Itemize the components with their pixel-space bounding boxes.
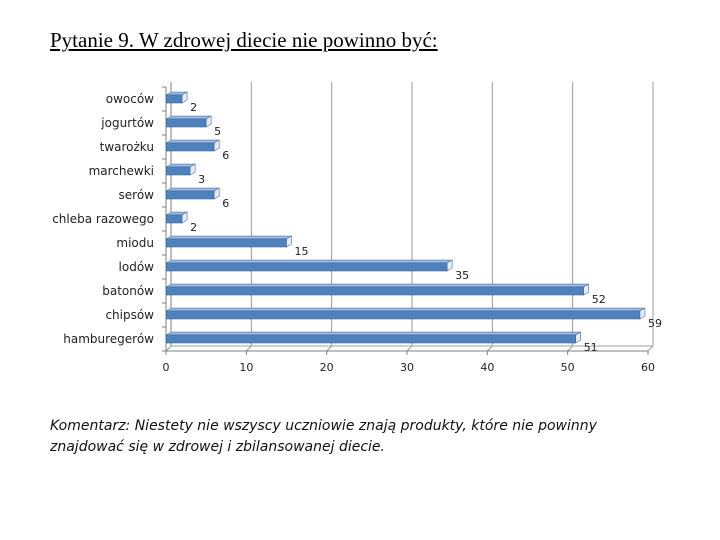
bar-top (165, 139, 221, 144)
bar (165, 166, 191, 176)
page-title: Pytanie 9. W zdrowej diecie nie powinno … (50, 28, 438, 52)
x-tick-label: 40 (480, 361, 494, 374)
category-label: lodów (119, 260, 155, 274)
value-label: 3 (198, 173, 205, 186)
bar (165, 238, 287, 248)
bar (165, 310, 641, 320)
value-label: 5 (214, 125, 221, 138)
bar (165, 142, 215, 152)
bar-top (165, 331, 582, 336)
value-label: 35 (455, 269, 469, 282)
category-label: chipsów (105, 308, 154, 322)
bar (165, 214, 183, 224)
bar (165, 262, 448, 272)
bar-end (181, 211, 188, 224)
bar-chart: 0 10 20 30 40 50 60 owoców 2 jogurtów 5 twarożku 6 m… (52, 82, 662, 374)
value-label: 59 (648, 317, 662, 330)
category-label: twarożku (100, 140, 154, 154)
bar (165, 286, 585, 296)
category-label: batonów (102, 284, 154, 298)
bars (165, 91, 646, 344)
bar-end (181, 91, 188, 104)
bar-end (213, 139, 220, 152)
bar-end (583, 283, 590, 296)
category-label: owoców (106, 92, 154, 106)
x-tick-label: 50 (561, 361, 575, 374)
gridline-floor (486, 345, 493, 352)
category-label: chleba razowego (52, 212, 154, 226)
gridline-floor (326, 345, 333, 352)
gridline-floor (647, 345, 654, 352)
value-label: 51 (584, 341, 598, 354)
bar-top (165, 235, 293, 240)
gridline-floor (406, 345, 413, 352)
bar-end (446, 259, 453, 272)
bar (165, 190, 215, 200)
labels: owoców 2 jogurtów 5 twarożku 6 marchewki 3 serów… (52, 92, 662, 354)
gridline-floor (165, 345, 172, 352)
bar-end (205, 115, 212, 128)
value-label: 15 (295, 245, 309, 258)
category-label: hamburegerów (63, 332, 154, 346)
x-tick-label: 20 (320, 361, 334, 374)
bar-end (189, 163, 196, 176)
x-tick-label: 10 (239, 361, 253, 374)
category-label: marchewki (89, 164, 154, 178)
x-tick-label: 0 (163, 361, 170, 374)
gridline-floor (245, 345, 252, 352)
bar-top (165, 283, 590, 288)
bar-end (213, 187, 220, 200)
value-label: 2 (190, 101, 197, 114)
value-label: 6 (222, 197, 229, 210)
value-label: 2 (190, 221, 197, 234)
bar-end (286, 235, 292, 248)
bar-top (165, 115, 213, 120)
x-tick-label: 30 (400, 361, 414, 374)
category-label: serów (119, 188, 155, 202)
bar-top (165, 307, 646, 312)
category-label: jogurtów (100, 116, 154, 130)
bar-top (165, 259, 454, 264)
bar (165, 118, 207, 128)
bar (165, 334, 577, 344)
comment-text: Komentarz: Niestety nie wszyscy uczniowi… (50, 418, 597, 455)
bar-end (639, 307, 646, 320)
x-tick-label: 60 (641, 361, 655, 374)
gridline-floor (567, 345, 574, 352)
category-label: miodu (116, 236, 154, 250)
axis: 0 10 20 30 40 50 60 (162, 82, 655, 374)
bar (165, 94, 183, 104)
value-label: 6 (222, 149, 229, 162)
bar-end (575, 331, 582, 344)
bar-top (165, 187, 221, 192)
value-label: 52 (592, 293, 606, 306)
